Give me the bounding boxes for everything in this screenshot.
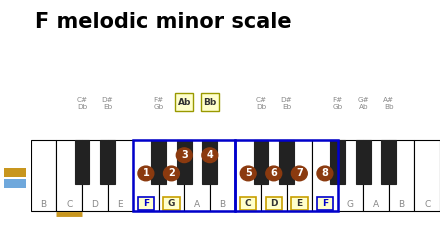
Bar [82,140,107,211]
Text: 3: 3 [181,150,187,160]
Text: D#: D# [281,97,293,103]
Bar [261,140,286,211]
Bar [286,140,312,211]
Circle shape [317,166,333,181]
Bar [363,140,389,211]
Text: A#: A# [383,97,394,103]
Text: Ab: Ab [359,104,368,110]
Circle shape [266,166,282,181]
Text: Db: Db [77,104,87,110]
Text: A: A [194,200,200,209]
Text: D: D [92,200,98,209]
Bar [210,140,235,211]
Text: A: A [373,200,379,209]
Text: Gb: Gb [154,104,164,110]
Text: C: C [424,200,430,209]
Bar [253,140,268,184]
Text: 1: 1 [143,169,149,178]
FancyBboxPatch shape [240,197,257,210]
Text: 4: 4 [206,150,213,160]
Bar [159,140,184,211]
Circle shape [291,166,307,181]
Bar [235,140,261,211]
Bar [414,140,440,211]
Text: 7: 7 [296,169,303,178]
Text: 2: 2 [168,169,175,178]
Text: F#: F# [333,97,343,103]
Circle shape [138,166,154,181]
Text: C#: C# [77,97,88,103]
Text: 6: 6 [271,169,277,178]
Bar [338,140,363,211]
FancyBboxPatch shape [317,197,333,210]
Text: B: B [399,200,405,209]
Text: F: F [322,199,328,208]
FancyBboxPatch shape [266,197,282,210]
FancyBboxPatch shape [291,197,308,210]
Text: Eb: Eb [282,104,291,110]
Text: B: B [40,200,47,209]
Text: G#: G# [357,97,369,103]
Text: G: G [168,199,175,208]
Circle shape [176,148,192,162]
Bar [133,140,235,211]
Text: F: F [143,199,149,208]
Bar [56,140,82,211]
FancyBboxPatch shape [138,197,154,210]
Text: Gb: Gb [333,104,343,110]
Bar [107,140,133,211]
Text: Ab: Ab [178,98,191,107]
Bar [31,140,56,211]
Text: Eb: Eb [103,104,112,110]
Text: Bb: Bb [203,98,216,107]
Bar [202,140,217,184]
FancyBboxPatch shape [201,93,219,111]
Text: D#: D# [102,97,114,103]
Bar [279,140,294,184]
Text: Bb: Bb [384,104,394,110]
Circle shape [202,148,218,162]
Bar [133,140,159,211]
Bar [389,140,414,211]
Bar [74,140,89,184]
Text: D: D [270,199,278,208]
Bar [100,140,115,184]
Bar [4,168,26,177]
Text: C: C [66,200,72,209]
Bar [4,179,26,188]
Text: G: G [347,200,354,209]
Bar [184,140,210,211]
Text: 8: 8 [322,169,328,178]
Text: C: C [245,199,252,208]
Text: basicmusictheory.com: basicmusictheory.com [12,75,18,141]
Text: E: E [296,199,302,208]
Text: Db: Db [256,104,266,110]
Bar [312,140,338,211]
Bar [235,140,338,211]
Text: F melodic minor scale: F melodic minor scale [35,13,292,32]
Circle shape [240,166,256,181]
Bar [330,140,345,184]
Text: B: B [220,200,226,209]
Bar [381,140,396,184]
Text: E: E [117,200,123,209]
Text: F#: F# [154,97,164,103]
FancyBboxPatch shape [175,93,194,111]
Bar [356,140,370,184]
Circle shape [164,166,180,181]
Bar [151,140,166,184]
Text: C#: C# [255,97,267,103]
Text: 5: 5 [245,169,252,178]
Bar [177,140,192,184]
FancyBboxPatch shape [163,197,180,210]
